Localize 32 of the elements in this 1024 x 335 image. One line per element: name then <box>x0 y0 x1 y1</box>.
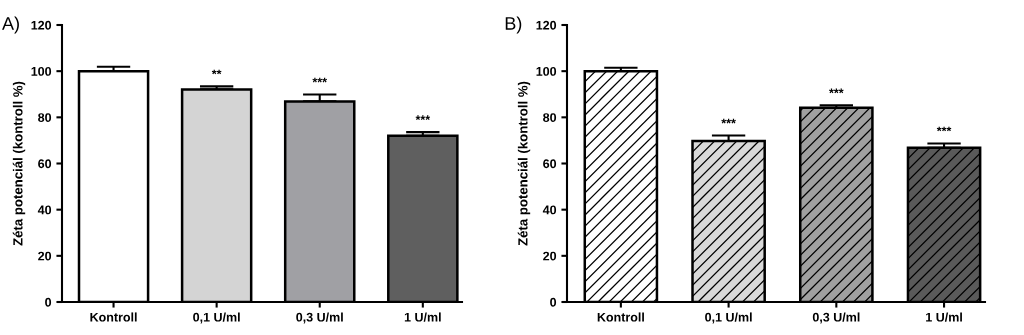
chart-title: B) <box>505 16 522 34</box>
annotation: *** <box>829 88 844 94</box>
annotation: ** <box>211 69 222 75</box>
x-tick-label: Kontroll <box>90 312 137 322</box>
y-tick-label: 120 <box>31 20 52 30</box>
x-tick-label: 0,3 U/ml <box>296 312 343 324</box>
annotation: *** <box>415 115 431 121</box>
y-axis-title: Zéta potenciál (kontroll %) <box>517 81 531 246</box>
chart-title: A) <box>2 16 19 34</box>
y-tick-label: 0 <box>550 297 557 307</box>
annotation: *** <box>721 118 736 124</box>
x-tick-label: 0,1 U/ml <box>705 312 752 324</box>
x-tick-label: 1 U/ml <box>926 312 962 322</box>
y-tick-label: 20 <box>543 251 557 261</box>
y-tick-label: 100 <box>31 66 52 76</box>
x-tick-label: 1 U/ml <box>404 312 441 322</box>
x-tick-label: 0,1 U/ml <box>193 312 240 324</box>
y-tick-label: 60 <box>543 159 557 169</box>
y-tick-label: 0 <box>45 297 52 307</box>
y-tick-label: 40 <box>542 205 557 215</box>
y-tick-label: 80 <box>543 113 557 122</box>
y-tick-label: 20 <box>38 251 52 261</box>
y-tick-label: 60 <box>38 159 52 169</box>
y-tick-label: 100 <box>536 66 557 76</box>
annotation: *** <box>312 77 328 83</box>
x-tick-label: Kontroll <box>597 312 644 322</box>
y-tick-label: 40 <box>37 205 52 215</box>
y-tick-label: 80 <box>38 113 52 122</box>
y-tick-label: 120 <box>536 20 557 30</box>
annotation: *** <box>936 126 952 132</box>
y-axis-title: Zéta potenciál (kontroll %) <box>12 81 26 246</box>
x-tick-label: 0,3 U/ml <box>812 312 860 324</box>
